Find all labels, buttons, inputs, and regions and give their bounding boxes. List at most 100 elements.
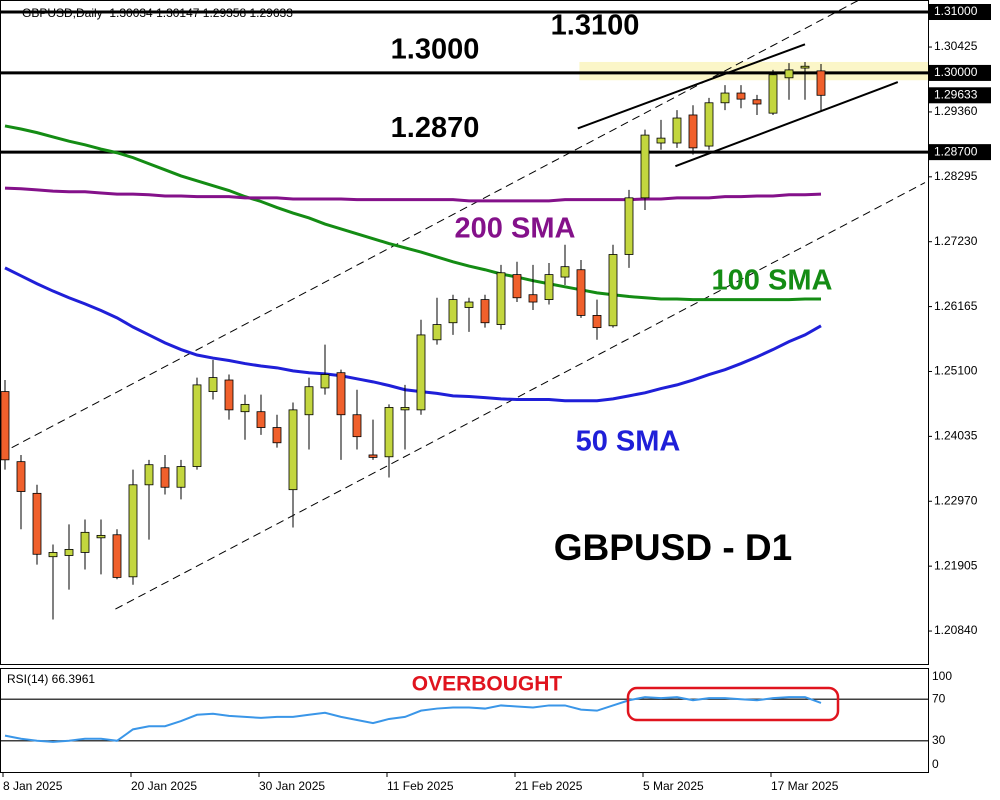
candle-body [560, 266, 570, 278]
candle-body [816, 70, 826, 96]
candle-body [576, 269, 586, 316]
x-tick-label: 30 Jan 2025 [259, 779, 325, 793]
candle-body [496, 272, 506, 325]
y-tick-label: 1.26165 [934, 299, 978, 313]
candle-body [96, 534, 106, 539]
candle-body [480, 299, 490, 324]
level-label: 1.2870 [391, 112, 480, 144]
candle-body [672, 117, 682, 144]
rsi-tick-label: 0 [932, 757, 939, 771]
level-axis-box [929, 4, 991, 21]
candle-body [256, 411, 266, 428]
candle-body [624, 197, 634, 255]
candle-body [0, 391, 10, 461]
candle-body [416, 334, 426, 411]
candle-body [800, 65, 810, 69]
candle-body [528, 294, 538, 303]
series-label: 50 SMA [576, 426, 681, 458]
candle-body [16, 461, 26, 492]
moving-average [4, 186, 822, 203]
candle-body [240, 403, 250, 413]
candle-body [272, 427, 282, 444]
candle-body [288, 409, 298, 491]
candle-body [608, 254, 618, 327]
candle-body [512, 274, 522, 299]
candle-body [368, 454, 378, 458]
candle-body [544, 274, 554, 300]
candle-body [464, 301, 474, 308]
rsi-tick-label: 70 [932, 691, 946, 705]
y-tick-label: 1.22970 [934, 493, 978, 507]
level-axis-box [929, 144, 991, 161]
candle-body [384, 407, 394, 458]
level-axis-box [929, 64, 991, 81]
chart-title: GBPUSD,Daily 1.30034 1.30147 1.29358 1.2… [22, 6, 293, 20]
series-label: 200 SMA [455, 213, 576, 245]
x-tick-label: 8 Jan 2025 [3, 779, 63, 793]
chart-subtitle: GBPUSD - D1 [554, 527, 792, 568]
candle-body [176, 466, 186, 488]
rsi-panel-frame [0, 668, 929, 773]
candle-body [688, 114, 698, 149]
price-panel-frame [0, 0, 929, 665]
rsi-annotation: OVERBOUGHT [412, 673, 563, 696]
candle-body [208, 377, 218, 392]
candle-body [320, 374, 330, 389]
x-tick-label: 21 Feb 2025 [515, 779, 583, 793]
y-tick-label: 1.20840 [934, 623, 978, 637]
candle-body [640, 134, 650, 199]
y-tick-label: 1.27230 [934, 234, 978, 248]
candle-body [64, 548, 74, 556]
candle-body [128, 484, 138, 578]
overbought-highlight [626, 686, 840, 722]
y-tick-label: 1.28295 [934, 169, 978, 183]
candle-body [32, 492, 42, 555]
series-label: 100 SMA [712, 265, 833, 297]
candle-body [592, 315, 602, 329]
rsi-line [4, 696, 822, 743]
moving-average [4, 124, 821, 302]
candle-body [736, 92, 746, 100]
level-axis-label: 1.30000 [934, 65, 978, 79]
candle-body [720, 92, 730, 104]
moving-average [4, 266, 822, 403]
candle-body [400, 407, 410, 411]
trendline [0, 0, 860, 455]
level-axis-label: 1.28700 [934, 144, 978, 158]
candle-body [192, 384, 202, 467]
candle-body [448, 299, 458, 324]
y-tick-label: 1.30425 [934, 39, 978, 53]
last-price-box [929, 87, 991, 104]
candle-body [704, 102, 714, 147]
candle-body [80, 531, 90, 553]
candle-body [224, 379, 234, 411]
y-tick-label: 1.24035 [934, 429, 978, 443]
candle-body [144, 464, 154, 486]
level-label: 1.3000 [391, 34, 480, 66]
y-tick-label: 1.29360 [934, 104, 978, 118]
candle-body [304, 386, 314, 416]
x-tick-label: 20 Jan 2025 [131, 779, 197, 793]
candle-body [112, 534, 122, 578]
candle-body [752, 99, 762, 105]
x-tick-label: 17 Mar 2025 [771, 779, 839, 793]
trendline [577, 43, 806, 130]
x-tick-label: 5 Mar 2025 [643, 779, 704, 793]
rsi-title: RSI(14) 66.3961 [7, 672, 95, 686]
level-axis-label: 1.31000 [934, 4, 978, 18]
candle-body [784, 69, 794, 79]
candle-body [352, 414, 362, 438]
x-tick-label: 11 Feb 2025 [387, 779, 454, 793]
candle-body [768, 74, 778, 114]
candle-body [160, 467, 170, 488]
trendline [115, 182, 926, 610]
rsi-tick-label: 30 [932, 733, 946, 747]
y-tick-label: 1.25100 [934, 364, 978, 378]
last-price-label: 1.29633 [934, 87, 978, 101]
candle-body [336, 372, 346, 416]
y-tick-label: 1.21905 [934, 558, 978, 572]
candle-body [432, 324, 442, 341]
highlight-zone [579, 61, 928, 81]
level-label: 1.3100 [551, 10, 640, 42]
